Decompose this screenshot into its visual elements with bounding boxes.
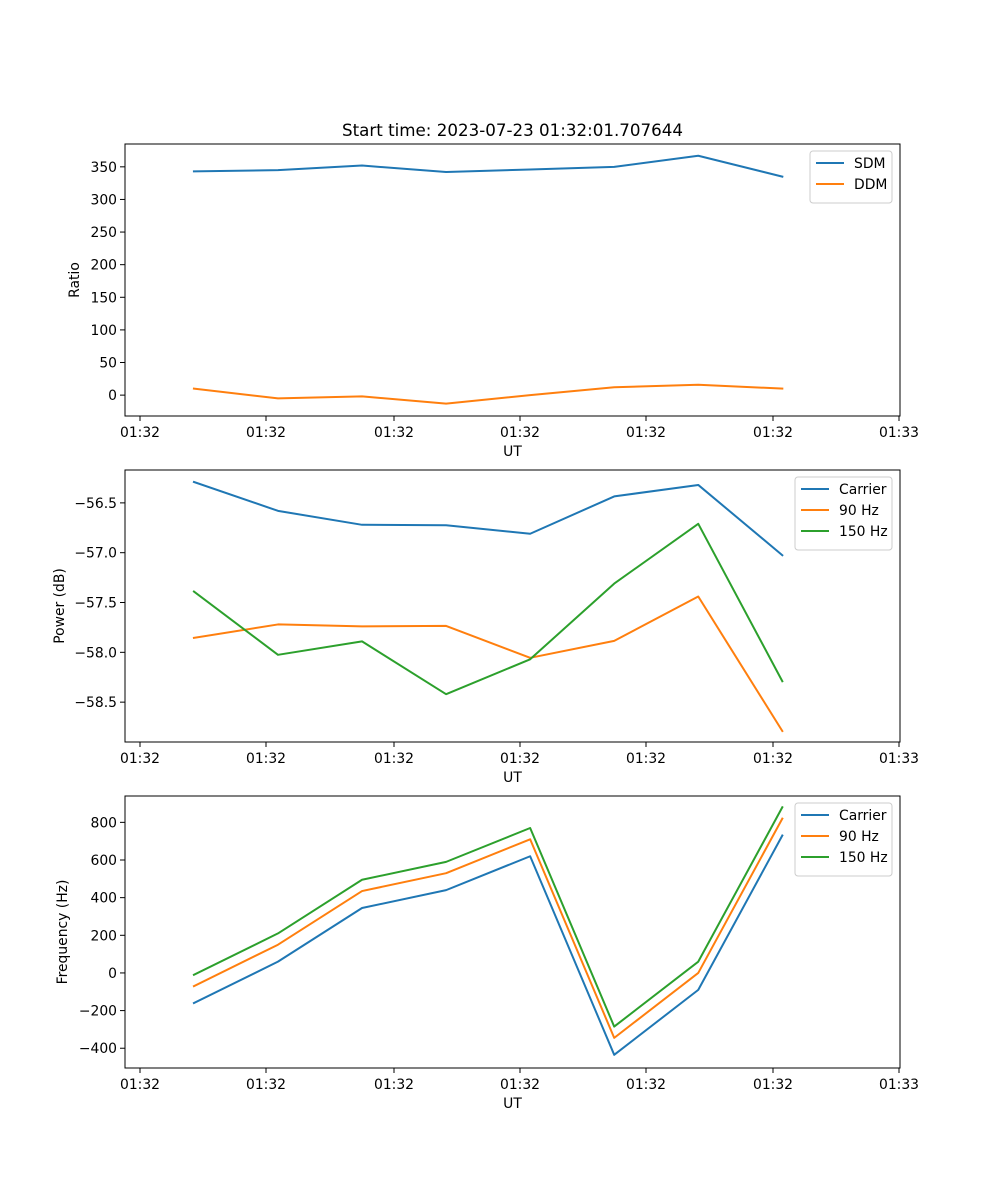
series-line-150-hz <box>192 522 784 696</box>
series-line-150-hz <box>192 805 784 1028</box>
y-tick-label: 200 <box>90 258 117 274</box>
x-tick-label: 01:32 <box>626 1077 666 1093</box>
axes-frame <box>124 143 901 417</box>
x-tick-label: 01:32 <box>374 425 414 441</box>
y-tick-label: 600 <box>90 853 117 869</box>
x-axis-label: UT <box>503 444 522 460</box>
legend-label-150-hz: 150 Hz <box>839 524 888 540</box>
x-tick-label: 01:32 <box>246 751 286 767</box>
ratio-panel: Start time: 2023-07-23 01:32:01.707644 0… <box>67 120 919 460</box>
series-line-90-hz <box>192 817 784 1039</box>
series-line-90-hz <box>192 595 784 733</box>
x-tick-label: 01:32 <box>500 1077 540 1093</box>
y-tick-label: −57.0 <box>74 546 117 562</box>
y-tick-label: 50 <box>99 356 117 372</box>
axes-frame <box>124 469 901 743</box>
y-tick-label: −400 <box>79 1041 117 1057</box>
y-tick-label: −57.5 <box>74 596 117 612</box>
legend-label-ddm: DDM <box>854 177 887 193</box>
x-tick-label: 01:32 <box>500 425 540 441</box>
x-tick-label: 01:33 <box>879 1077 919 1093</box>
legend-label-150-hz: 150 Hz <box>839 850 888 866</box>
x-tick-label: 01:32 <box>120 751 160 767</box>
y-tick-label: −58.5 <box>74 695 117 711</box>
x-tick-label: 01:32 <box>120 425 160 441</box>
x-tick-label: 01:32 <box>246 1077 286 1093</box>
y-tick-label: 150 <box>90 290 117 306</box>
legend-label-carrier: Carrier <box>839 808 887 824</box>
series-line-ddm <box>192 383 784 405</box>
y-tick-label: 250 <box>90 225 117 241</box>
legend-label-sdm: SDM <box>854 156 886 172</box>
y-tick-label: 800 <box>90 815 117 831</box>
legend-label-carrier: Carrier <box>839 482 887 498</box>
y-axis-label: Ratio <box>67 262 83 298</box>
x-tick-label: 01:33 <box>879 425 919 441</box>
y-axis-label: Power (dB) <box>52 568 68 644</box>
x-tick-label: 01:32 <box>626 425 666 441</box>
x-tick-label: 01:32 <box>374 751 414 767</box>
y-tick-label: 200 <box>90 928 117 944</box>
y-axis-label: Frequency (Hz) <box>55 880 71 985</box>
y-tick-label: 350 <box>90 160 117 176</box>
y-tick-label: 300 <box>90 192 117 208</box>
series-line-sdm <box>192 154 784 178</box>
x-tick-label: 01:32 <box>626 751 666 767</box>
axes-frame <box>124 795 901 1069</box>
y-tick-label: 100 <box>90 323 117 339</box>
x-tick-label: 01:32 <box>374 1077 414 1093</box>
power-panel: 01:32 01:32 01:32 01:32 01:32 01:32 01:33 −58.5… <box>52 469 919 786</box>
x-axis-label: UT <box>503 770 522 786</box>
y-tick-label: 400 <box>90 891 117 907</box>
x-tick-label: 01:32 <box>753 425 793 441</box>
power-plot-area: 01:32 01:32 01:32 01:32 01:32 01:32 01:33 −58.5… <box>74 469 919 767</box>
frequency-panel: 01:32 01:32 01:32 01:32 01:32 01:32 01:33 −400 −… <box>55 795 919 1112</box>
chart-title: Start time: 2023-07-23 01:32:01.707644 <box>342 120 683 140</box>
y-tick-label: −200 <box>79 1004 117 1020</box>
x-tick-label: 01:32 <box>500 751 540 767</box>
y-tick-label: −56.5 <box>74 496 117 512</box>
x-tick-label: 01:32 <box>753 1077 793 1093</box>
y-tick-label: 0 <box>108 966 117 982</box>
legend-label-90-hz: 90 Hz <box>839 829 879 845</box>
ratio-plot-area: 01:32 01:32 01:32 01:32 01:32 01:32 01:33 0 50 10… <box>90 143 919 441</box>
y-tick-label: −58.0 <box>74 645 117 661</box>
legend-label-90-hz: 90 Hz <box>839 503 879 519</box>
frequency-plot-area: 01:32 01:32 01:32 01:32 01:32 01:32 01:33 −400 −… <box>79 795 919 1093</box>
x-tick-label: 01:32 <box>246 425 286 441</box>
x-tick-label: 01:33 <box>879 751 919 767</box>
series-line-carrier <box>192 480 784 557</box>
y-tick-label: 0 <box>108 388 117 404</box>
x-tick-label: 01:32 <box>753 751 793 767</box>
x-tick-label: 01:32 <box>120 1077 160 1093</box>
series-line-carrier <box>192 834 784 1056</box>
x-axis-label: UT <box>503 1096 522 1112</box>
